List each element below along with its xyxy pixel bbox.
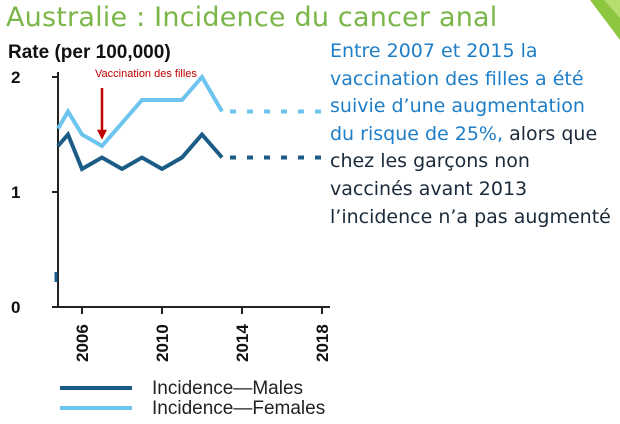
body-text: alors que chez les garçons non vaccinés … (330, 122, 611, 228)
incidence-chart: Rate (per 100,000) 0 1 2 2006 2010 2014 2018 Va… (8, 42, 330, 419)
highlight-text: Entre 2007 et 2015 la vaccination des fi… (330, 40, 585, 145)
x-tick-label: 2006 (73, 324, 92, 362)
x-tick-label: 2018 (313, 324, 330, 362)
y-tick-label: 1 (11, 183, 20, 202)
x-tick-label: 2014 (233, 324, 252, 362)
annotation-arrow-head (97, 129, 107, 140)
slide-title: Australie : Incidence du cancer anal (6, 2, 498, 33)
series-line-males (56, 130, 224, 172)
y-axis-title: Rate (per 100,000) (8, 42, 171, 63)
side-paragraph: Entre 2007 et 2015 la vaccination des fi… (330, 38, 612, 231)
x-tick-label: 2010 (153, 324, 172, 362)
corner-decoration (590, 0, 620, 40)
legend-label-males: Incidence—Males (152, 378, 303, 399)
legend-label-females: Incidence—Females (152, 398, 325, 419)
y-tick-label: 2 (11, 68, 20, 87)
annotation-label: Vaccination des filles (95, 68, 197, 80)
series-line-females (56, 73, 224, 149)
y-tick-label: 0 (11, 298, 20, 317)
